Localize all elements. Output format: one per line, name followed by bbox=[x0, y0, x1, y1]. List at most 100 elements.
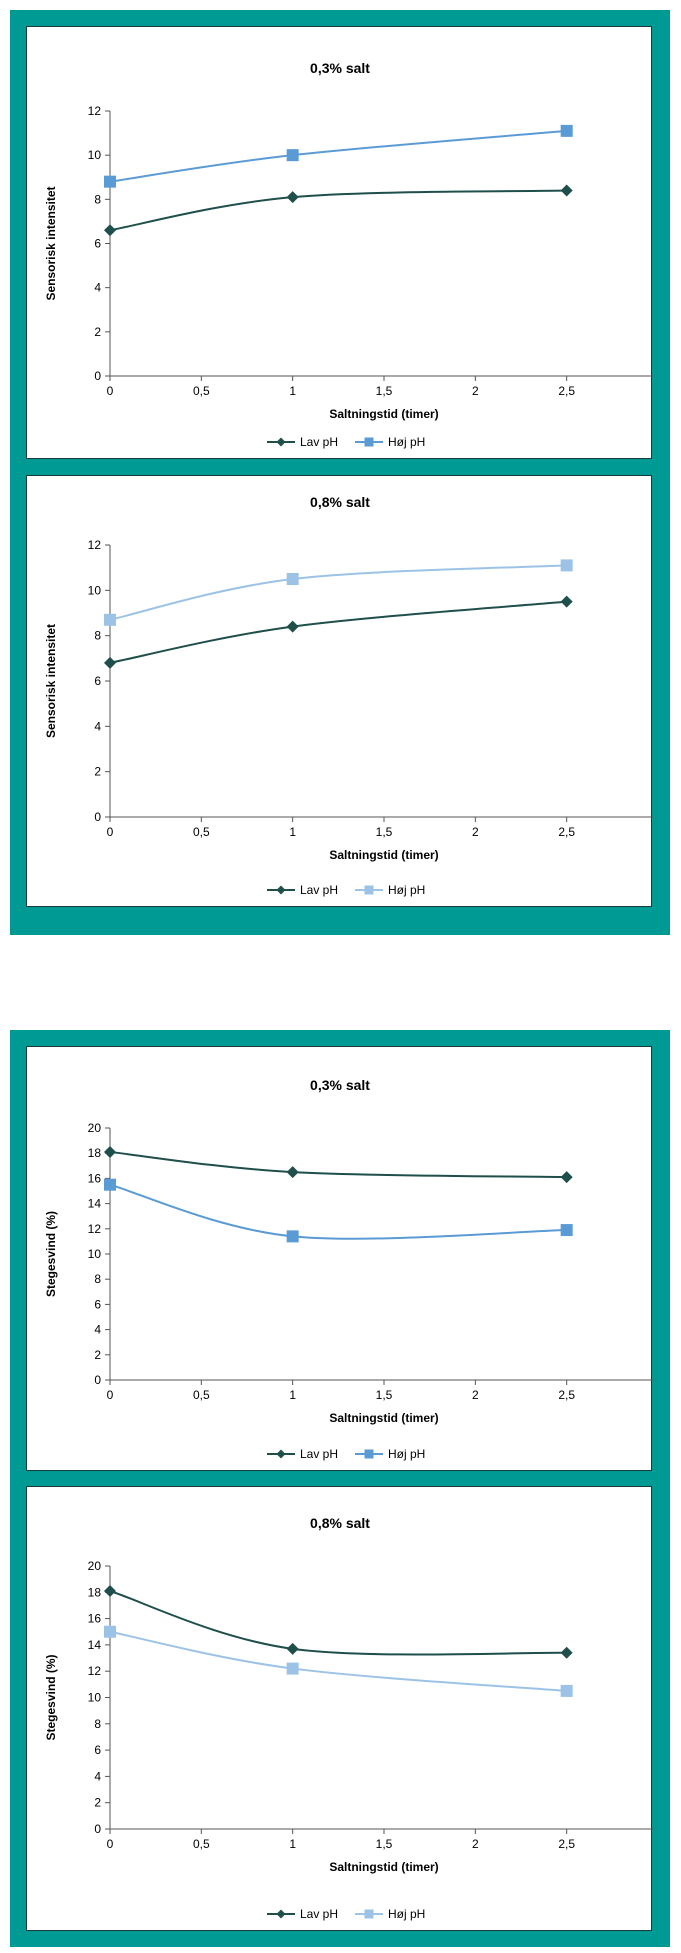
data-point bbox=[104, 224, 116, 237]
y-tick-label: 4 bbox=[94, 719, 101, 733]
x-tick-label: 2 bbox=[472, 825, 479, 839]
y-tick-label: 12 bbox=[88, 1664, 102, 1678]
legend: Lav pH Høj pH bbox=[267, 435, 425, 449]
line-chart: 0,8% salt02468101200,511,522,53Saltnings… bbox=[44, 494, 653, 897]
y-tick-label: 6 bbox=[94, 1743, 101, 1757]
y-tick-label: 6 bbox=[94, 674, 101, 688]
legend-marker bbox=[276, 437, 286, 447]
legend: Lav pH Høj pH bbox=[267, 1907, 425, 1921]
y-axis-label: Stegesvind (%) bbox=[44, 1654, 58, 1740]
data-point bbox=[560, 1646, 573, 1659]
series-line bbox=[109, 129, 567, 183]
legend-label: Høj pH bbox=[388, 1907, 425, 1921]
data-point bbox=[104, 656, 116, 669]
data-point bbox=[560, 559, 573, 572]
y-tick-label: 0 bbox=[94, 810, 101, 824]
x-axis-label: Saltningstid (timer) bbox=[329, 1860, 438, 1874]
y-tick-label: 2 bbox=[94, 1796, 101, 1810]
x-tick-label: 1 bbox=[289, 384, 296, 398]
line-chart: 0,3% salt02468101200,511,522,53Saltnings… bbox=[44, 60, 653, 449]
chart-title: 0,3% salt bbox=[310, 1077, 370, 1093]
y-tick-label: 10 bbox=[88, 1247, 102, 1261]
data-point bbox=[560, 1224, 573, 1237]
y-tick-label: 8 bbox=[94, 192, 101, 206]
legend-label: Lav pH bbox=[300, 435, 338, 449]
data-point bbox=[560, 1171, 573, 1184]
y-tick-label: 2 bbox=[94, 1348, 101, 1362]
x-tick-label: 2,5 bbox=[558, 384, 575, 398]
y-tick-label: 14 bbox=[88, 1197, 102, 1211]
data-point bbox=[104, 1625, 116, 1638]
legend: Lav pH Høj pH bbox=[267, 1447, 425, 1461]
y-tick-label: 12 bbox=[88, 1222, 102, 1236]
x-tick-label: 2,5 bbox=[558, 1388, 575, 1402]
data-point bbox=[286, 149, 299, 162]
series-line bbox=[109, 1150, 567, 1179]
x-tick-label: 2 bbox=[472, 1388, 479, 1402]
legend-label: Høj pH bbox=[388, 435, 425, 449]
y-tick-label: 20 bbox=[88, 1559, 102, 1573]
x-tick-label: 0,5 bbox=[193, 384, 210, 398]
x-tick-label: 1,5 bbox=[376, 384, 393, 398]
y-tick-label: 20 bbox=[88, 1121, 102, 1135]
y-tick-label: 6 bbox=[94, 237, 101, 251]
series-line bbox=[109, 1183, 567, 1240]
series-line bbox=[109, 600, 567, 664]
y-tick-label: 0 bbox=[94, 1373, 101, 1387]
y-tick-label: 18 bbox=[88, 1585, 102, 1599]
y-tick-label: 4 bbox=[94, 1323, 101, 1337]
y-tick-label: 12 bbox=[88, 538, 102, 552]
data-point bbox=[560, 595, 573, 608]
chart-panel-bottom: 0,3% salt0246810121416182000,511,522,53S… bbox=[10, 1030, 670, 1947]
series-hoj-ph bbox=[104, 1625, 573, 1697]
x-tick-label: 0,5 bbox=[193, 825, 210, 839]
chart-title: 0,8% salt bbox=[310, 1515, 370, 1531]
data-point bbox=[104, 613, 116, 626]
legend-label: Lav pH bbox=[300, 883, 338, 897]
y-tick-label: 12 bbox=[88, 104, 102, 118]
series-line bbox=[109, 564, 567, 621]
data-point bbox=[104, 1145, 116, 1158]
y-tick-label: 16 bbox=[88, 1171, 102, 1185]
y-tick-label: 2 bbox=[94, 325, 101, 339]
legend-label: Lav pH bbox=[300, 1447, 338, 1461]
x-tick-label: 0 bbox=[107, 825, 114, 839]
data-point bbox=[560, 124, 573, 137]
chart-panel-top: 0,3% salt02468101200,511,522,53Saltnings… bbox=[10, 10, 670, 935]
y-tick-label: 10 bbox=[88, 1691, 102, 1705]
y-tick-label: 14 bbox=[88, 1638, 102, 1652]
chart-title: 0,8% salt bbox=[310, 494, 370, 510]
y-tick-label: 0 bbox=[94, 1822, 101, 1836]
x-tick-label: 0,5 bbox=[193, 1837, 210, 1851]
y-axis-label: Sensorisk intensitet bbox=[44, 624, 58, 738]
legend-marker bbox=[364, 1909, 374, 1919]
y-tick-label: 10 bbox=[88, 148, 102, 162]
series-lav-ph bbox=[104, 595, 573, 669]
x-tick-label: 0 bbox=[107, 384, 114, 398]
series-lav-ph bbox=[104, 1584, 573, 1659]
chart-card-2: 0,8% salt02468101200,511,522,53Saltnings… bbox=[26, 475, 653, 907]
chart-card-1: 0,3% salt02468101200,511,522,53Saltnings… bbox=[26, 26, 653, 459]
series-lav-ph bbox=[104, 184, 573, 237]
x-tick-label: 0,5 bbox=[193, 1388, 210, 1402]
data-point bbox=[560, 1684, 573, 1697]
x-tick-label: 1 bbox=[289, 1388, 296, 1402]
x-tick-label: 1,5 bbox=[376, 825, 393, 839]
series-hoj-ph bbox=[104, 559, 573, 626]
legend-marker bbox=[276, 1909, 286, 1919]
x-tick-label: 2 bbox=[472, 384, 479, 398]
legend-label: Lav pH bbox=[300, 1907, 338, 1921]
y-tick-label: 8 bbox=[94, 1717, 101, 1731]
line-chart: 0,8% salt0246810121416182000,511,522,53S… bbox=[44, 1515, 653, 1921]
legend-marker bbox=[276, 885, 286, 895]
chart-card-3: 0,3% salt0246810121416182000,511,522,53S… bbox=[26, 1046, 653, 1471]
data-point bbox=[286, 620, 299, 633]
y-tick-label: 16 bbox=[88, 1612, 102, 1626]
series-line bbox=[109, 1590, 567, 1656]
data-point bbox=[286, 1166, 299, 1179]
data-point bbox=[560, 184, 573, 197]
data-point bbox=[104, 1584, 116, 1597]
y-tick-label: 8 bbox=[94, 629, 101, 643]
y-tick-label: 10 bbox=[88, 583, 102, 597]
y-tick-label: 0 bbox=[94, 369, 101, 383]
